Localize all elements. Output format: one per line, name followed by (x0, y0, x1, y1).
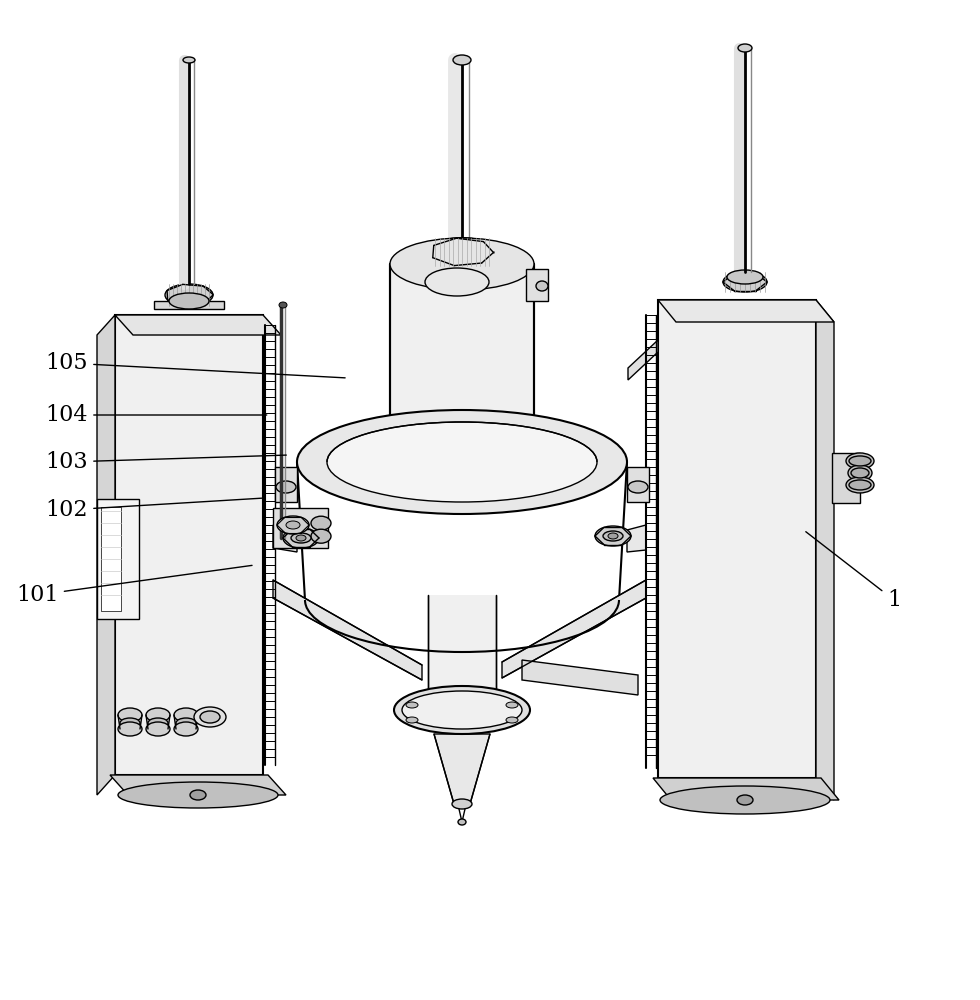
Ellipse shape (118, 708, 142, 722)
Text: 103: 103 (46, 451, 286, 473)
Ellipse shape (146, 722, 170, 736)
Ellipse shape (608, 533, 618, 539)
Ellipse shape (194, 707, 226, 727)
Ellipse shape (849, 480, 871, 490)
Bar (428, 595, 496, 710)
Ellipse shape (506, 717, 518, 723)
Ellipse shape (297, 410, 627, 514)
Ellipse shape (458, 819, 466, 825)
Ellipse shape (311, 529, 331, 543)
Bar (526, 269, 548, 301)
Ellipse shape (190, 790, 206, 800)
Bar (115, 315, 263, 775)
Bar (832, 453, 860, 503)
Ellipse shape (291, 533, 311, 543)
Ellipse shape (327, 422, 597, 502)
Ellipse shape (738, 44, 752, 52)
Ellipse shape (430, 238, 494, 266)
Text: 105: 105 (46, 352, 345, 378)
Bar (390, 264, 534, 430)
Polygon shape (115, 315, 281, 335)
Text: 102: 102 (46, 498, 262, 521)
Polygon shape (653, 778, 839, 800)
Ellipse shape (453, 55, 471, 65)
Bar (97, 499, 139, 619)
Ellipse shape (406, 702, 418, 708)
Ellipse shape (723, 272, 767, 292)
Ellipse shape (846, 477, 874, 493)
Ellipse shape (737, 795, 753, 805)
Ellipse shape (434, 253, 490, 271)
Ellipse shape (120, 718, 140, 728)
Ellipse shape (283, 528, 319, 548)
Text: 101: 101 (17, 565, 252, 606)
Polygon shape (154, 301, 224, 309)
Ellipse shape (402, 691, 522, 729)
Bar (101, 507, 121, 611)
Polygon shape (658, 300, 834, 322)
Ellipse shape (394, 686, 530, 734)
Polygon shape (273, 525, 297, 552)
Text: 104: 104 (46, 404, 267, 426)
Ellipse shape (425, 268, 489, 296)
Ellipse shape (296, 535, 306, 541)
Ellipse shape (452, 799, 472, 809)
Ellipse shape (727, 270, 763, 284)
Ellipse shape (277, 516, 309, 534)
Bar (658, 300, 816, 778)
Ellipse shape (176, 718, 196, 728)
Polygon shape (502, 580, 646, 678)
Ellipse shape (311, 516, 331, 530)
Ellipse shape (536, 281, 548, 291)
Ellipse shape (276, 481, 296, 493)
Ellipse shape (183, 57, 195, 63)
Ellipse shape (849, 456, 871, 466)
Ellipse shape (118, 722, 142, 736)
Polygon shape (275, 467, 297, 502)
Ellipse shape (390, 238, 534, 290)
Ellipse shape (406, 717, 418, 723)
Ellipse shape (595, 526, 631, 546)
Polygon shape (627, 467, 649, 502)
Ellipse shape (603, 531, 623, 541)
Polygon shape (97, 315, 115, 795)
Ellipse shape (148, 718, 168, 728)
Polygon shape (522, 660, 638, 695)
Ellipse shape (851, 468, 869, 478)
Ellipse shape (169, 293, 209, 309)
Ellipse shape (660, 786, 830, 814)
Polygon shape (627, 525, 646, 552)
Ellipse shape (846, 453, 874, 469)
Polygon shape (434, 734, 490, 804)
Text: 1: 1 (806, 532, 901, 611)
Ellipse shape (506, 702, 518, 708)
Polygon shape (273, 580, 422, 680)
Bar (273, 508, 328, 548)
Polygon shape (816, 300, 834, 800)
Ellipse shape (174, 708, 198, 722)
Ellipse shape (279, 302, 287, 308)
Polygon shape (110, 775, 286, 795)
Ellipse shape (628, 481, 648, 493)
Ellipse shape (118, 782, 278, 808)
Ellipse shape (848, 465, 872, 481)
Ellipse shape (200, 711, 220, 723)
Ellipse shape (174, 722, 198, 736)
Ellipse shape (286, 521, 300, 529)
Polygon shape (628, 340, 658, 380)
Ellipse shape (165, 284, 213, 306)
Ellipse shape (146, 708, 170, 722)
